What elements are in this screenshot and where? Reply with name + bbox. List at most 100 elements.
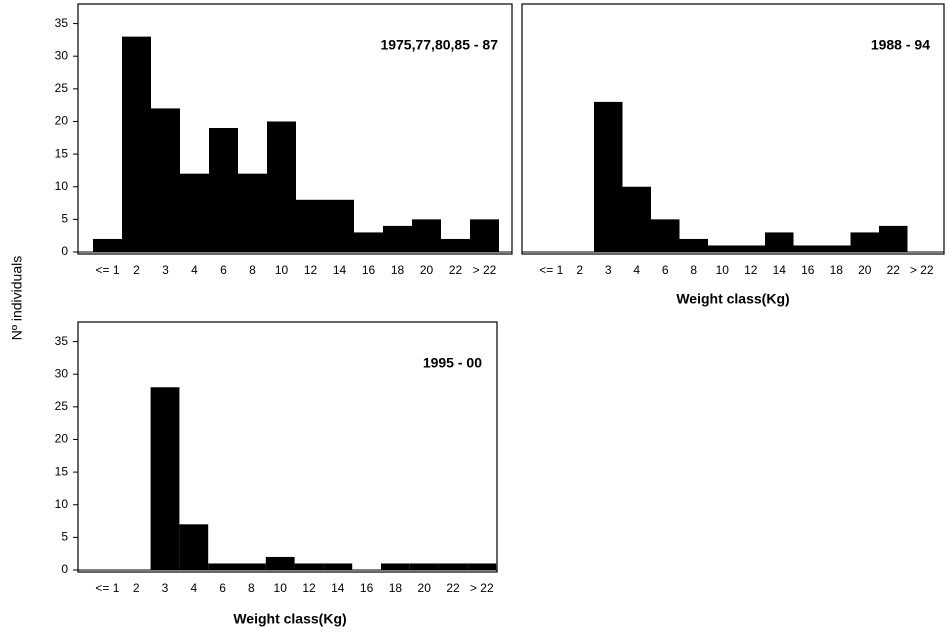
bar (267, 121, 296, 252)
bar (383, 225, 412, 252)
x-tick-label: 14 (773, 263, 787, 277)
bar (822, 245, 851, 252)
bar (179, 524, 209, 570)
bar (180, 173, 209, 252)
bar (793, 245, 822, 252)
x-tick-label: 20 (858, 263, 872, 277)
panel-title: 1995 - 00 (423, 355, 482, 371)
bar (265, 556, 295, 570)
panel-frame (77, 321, 498, 573)
bar (381, 563, 410, 570)
x-tick-label: 18 (389, 581, 403, 595)
bar (736, 245, 765, 252)
panel-title: 1975,77,80,85 - 87 (380, 37, 498, 53)
bar (325, 199, 354, 252)
x-tick-label: 2 (133, 581, 140, 595)
bar (441, 238, 470, 252)
bar (622, 186, 651, 252)
x-tick-label: 2 (576, 263, 583, 277)
x-tick-label: 3 (605, 263, 612, 277)
bar (651, 219, 680, 252)
x-tick-label: 3 (162, 263, 169, 277)
y-tick-label: 25 (55, 81, 69, 95)
x-tick-label: > 22 (473, 263, 497, 277)
bar (323, 563, 353, 570)
x-tick-label: <= 1 (95, 581, 119, 595)
x-tick-label: > 22 (910, 263, 934, 277)
panel-frame (521, 3, 945, 255)
x-tick-label: 4 (191, 263, 198, 277)
y-tick-label: 20 (55, 114, 69, 128)
bar (412, 219, 441, 252)
x-tick-label: 12 (744, 263, 758, 277)
bar (93, 238, 122, 252)
y-tick-label: 0 (61, 562, 68, 576)
bar (122, 36, 151, 253)
bar (679, 238, 708, 252)
x-tick-label: 10 (716, 263, 730, 277)
x-tick-label: 3 (162, 581, 169, 595)
bar (708, 245, 737, 252)
x-tick-label: 6 (219, 581, 226, 595)
y-tick-label: 35 (55, 334, 69, 348)
y-tick-label: 25 (55, 399, 69, 413)
y-tick-label: 10 (55, 179, 69, 193)
bar (296, 199, 325, 252)
bar (409, 563, 439, 570)
x-tick-label: 2 (133, 263, 140, 277)
x-axis-label: Weight class(Kg) (233, 611, 346, 627)
y-tick-label: 15 (55, 146, 69, 160)
y-tick-label: 30 (55, 366, 69, 380)
x-tick-label: 22 (446, 581, 460, 595)
x-tick-label: 8 (248, 581, 255, 595)
bar (438, 563, 468, 570)
y-tick-label: 5 (61, 212, 68, 226)
y-tick-label: 10 (55, 497, 69, 511)
x-tick-label: 6 (220, 263, 227, 277)
y-tick-label: 5 (61, 530, 68, 544)
x-tick-label: 20 (420, 263, 434, 277)
bar (294, 563, 324, 570)
bar (208, 563, 237, 570)
x-tick-label: 12 (302, 581, 316, 595)
x-tick-label: 8 (249, 263, 256, 277)
bar (238, 173, 267, 252)
x-tick-label: 22 (449, 263, 463, 277)
x-tick-label: 16 (801, 263, 815, 277)
bar (237, 563, 266, 570)
x-tick-label: 20 (418, 581, 432, 595)
x-axis-label: Weight class(Kg) (676, 291, 789, 307)
x-tick-label: > 22 (470, 581, 494, 595)
x-tick-label: 16 (362, 263, 376, 277)
bar (467, 563, 497, 570)
bar (150, 387, 180, 570)
x-tick-label: <= 1 (539, 263, 563, 277)
x-tick-label: 12 (304, 263, 318, 277)
bar (594, 101, 623, 252)
bar (879, 225, 908, 252)
y-tick-label: 30 (55, 48, 69, 62)
bar (209, 128, 238, 252)
y-tick-label: 35 (55, 16, 69, 30)
panel-title: 1988 - 94 (871, 37, 930, 53)
x-tick-label: 8 (690, 263, 697, 277)
x-tick-label: 18 (830, 263, 844, 277)
x-tick-label: 16 (360, 581, 374, 595)
y-tick-label: 15 (55, 464, 69, 478)
y-tick-label: 20 (55, 432, 69, 446)
x-tick-label: 4 (190, 581, 197, 595)
x-tick-label: 10 (274, 581, 288, 595)
x-tick-label: 6 (662, 263, 669, 277)
bar (850, 232, 879, 252)
bar (151, 108, 180, 252)
x-tick-label: <= 1 (95, 263, 119, 277)
x-tick-label: 14 (333, 263, 347, 277)
panel-frame (77, 3, 513, 255)
y-axis-label: Nº individuals (9, 256, 25, 341)
x-tick-label: 14 (331, 581, 345, 595)
x-tick-label: 22 (887, 263, 901, 277)
bar (470, 219, 499, 252)
x-tick-label: 4 (633, 263, 640, 277)
